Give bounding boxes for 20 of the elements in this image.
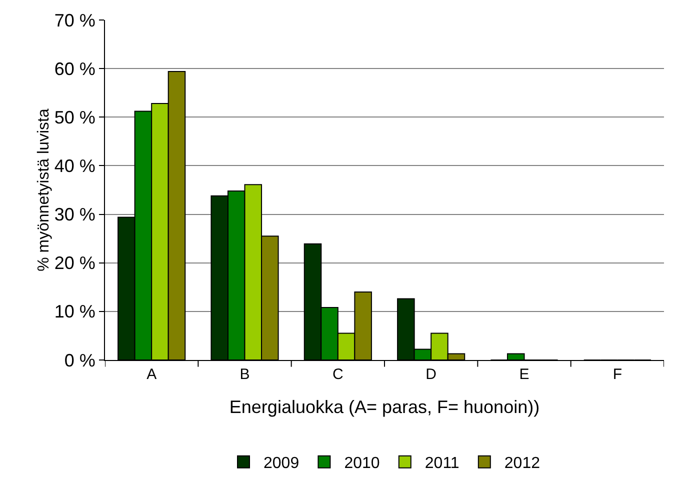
x-tick-label: B [240, 366, 250, 383]
x-tick-label: C [332, 366, 344, 383]
x-tick-label: E [519, 366, 530, 383]
x-tick-label: F [612, 366, 622, 383]
legend-label: 2011 [424, 455, 460, 472]
y-tick-label: 30 % [54, 204, 96, 225]
legend-label: 2012 [504, 455, 540, 472]
x-axis-title: Energialuokka (A= paras, F= huonoin)) [229, 397, 540, 418]
y-tick-label: 70 % [54, 10, 96, 30]
y-tick-label: 20 % [54, 253, 96, 274]
y-tick-label: 0 % [64, 350, 96, 370]
legend-label: 2009 [264, 455, 300, 472]
y-tick-label: 50 % [54, 107, 96, 128]
x-tick-label: D [426, 366, 437, 383]
y-tick-label: 10 % [54, 302, 96, 322]
legend-label: 2010 [344, 455, 380, 472]
x-tick-label: A [146, 366, 157, 383]
y-tick-label: 60 % [54, 58, 96, 79]
y-axis-title: % myönnetyistä luvista [35, 108, 52, 272]
y-tick-label: 40 % [54, 156, 96, 176]
